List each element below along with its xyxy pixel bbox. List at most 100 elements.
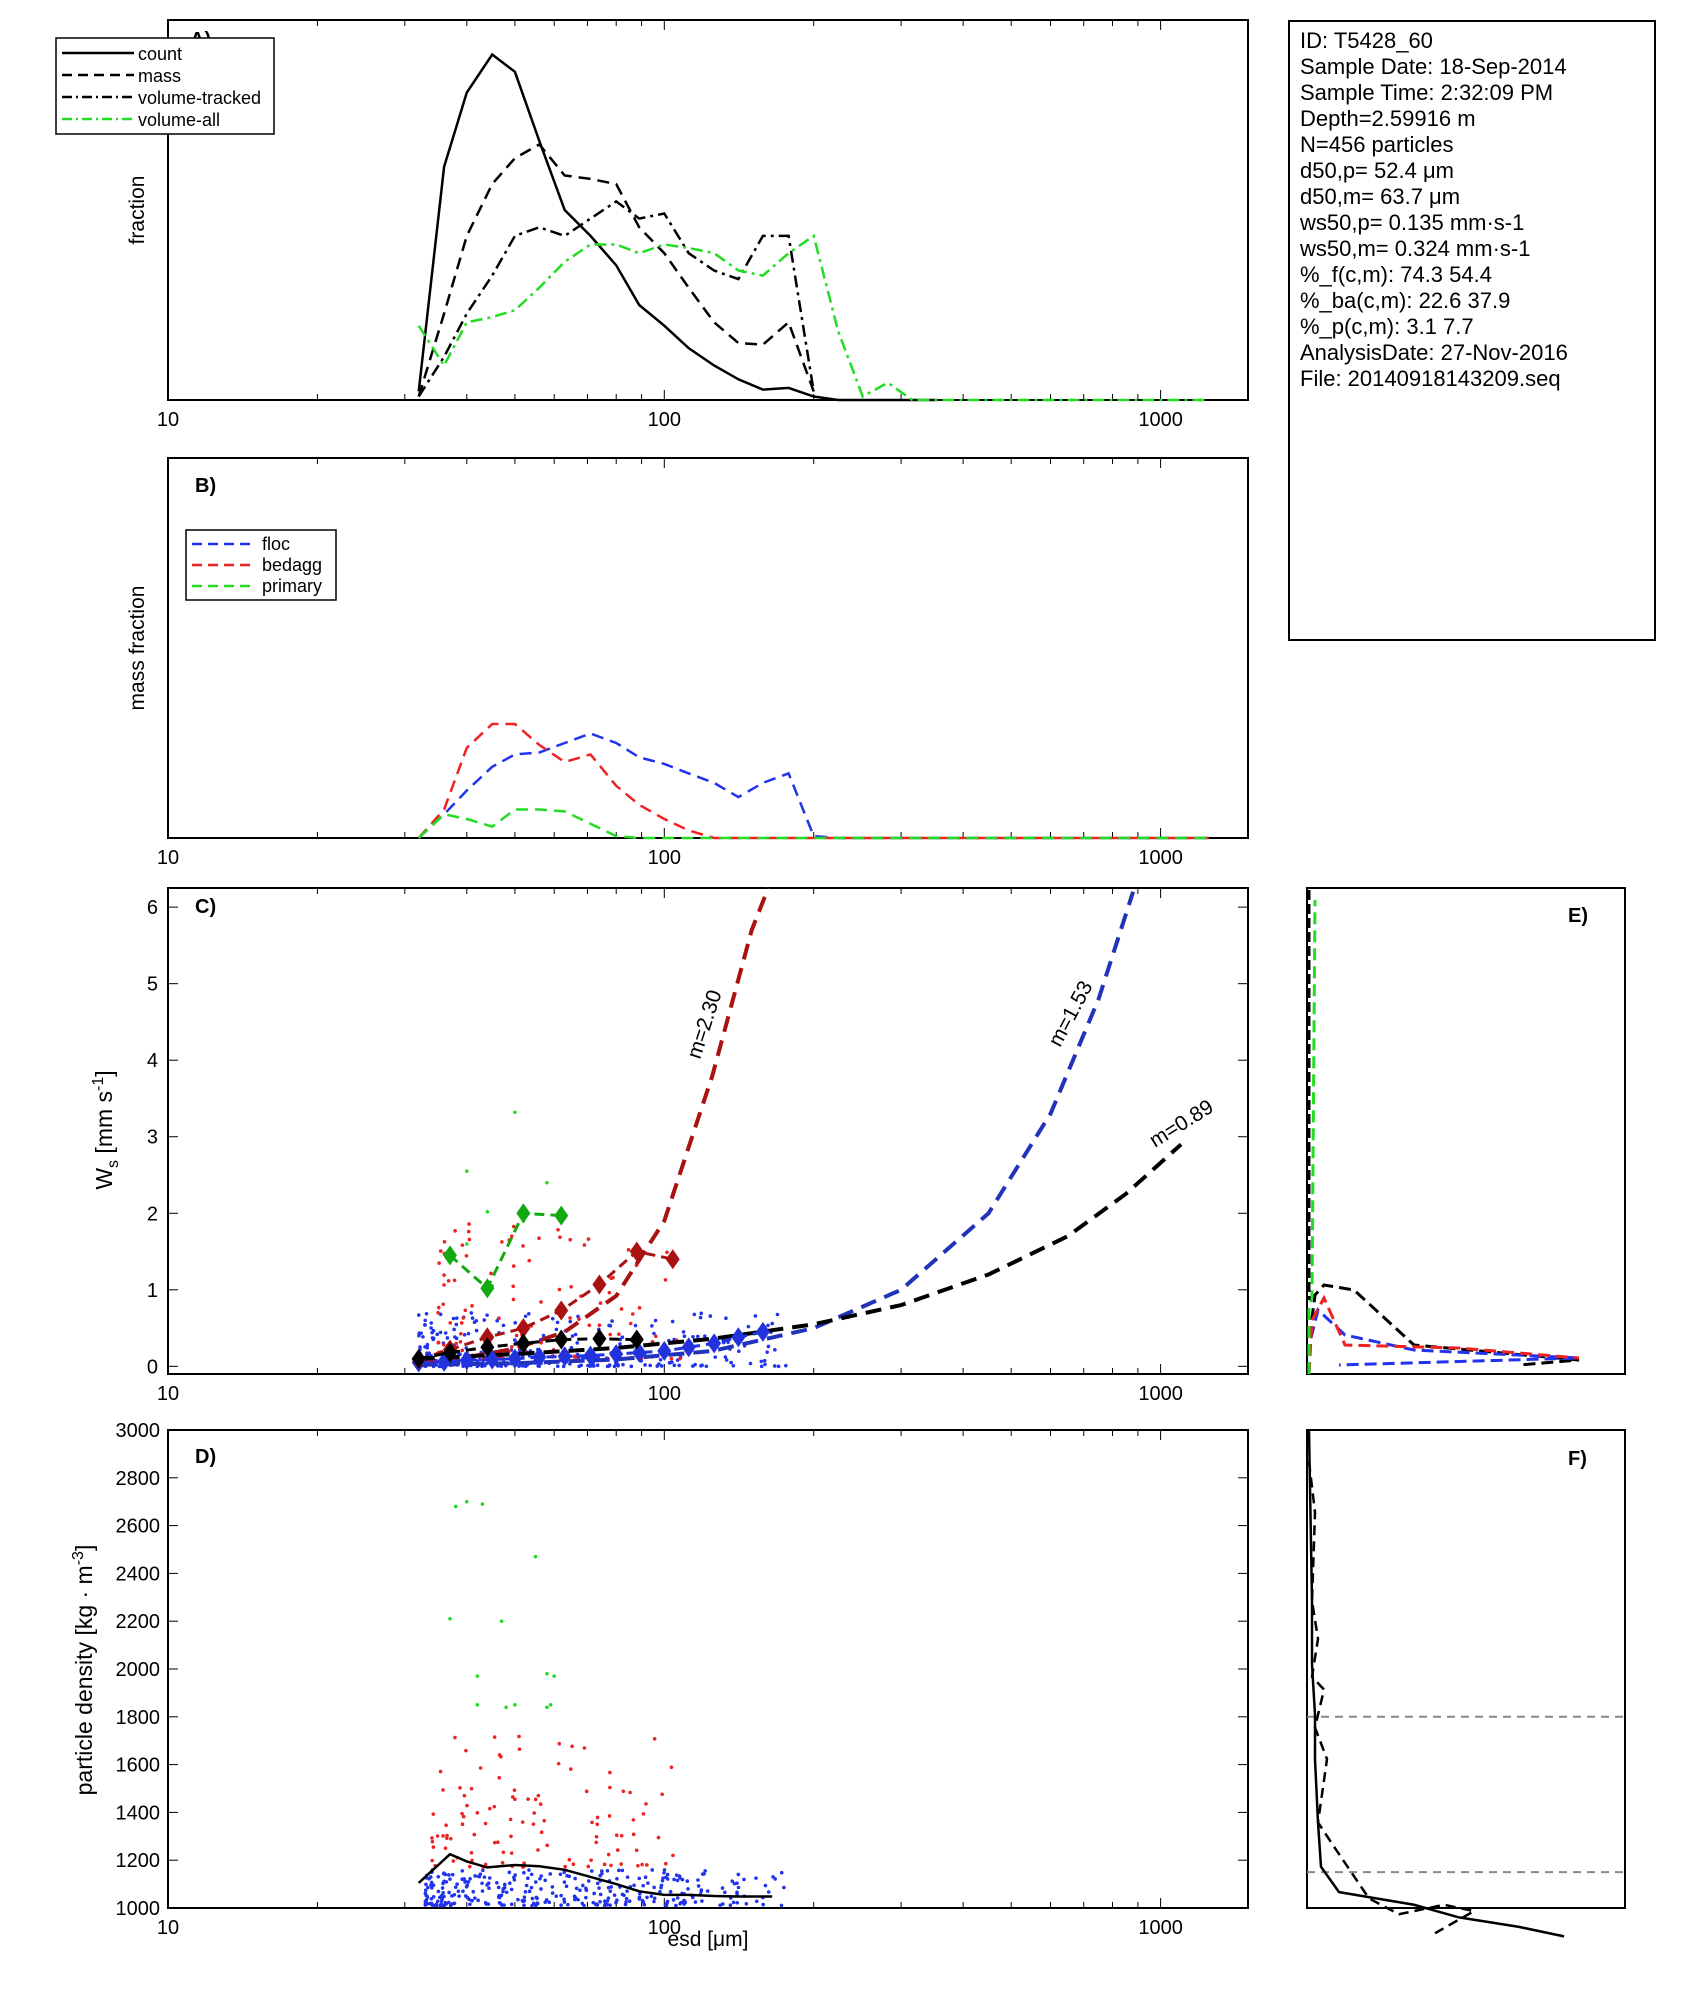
scatter-point-floc: [696, 1878, 700, 1882]
panel-d-letter: D): [195, 1446, 216, 1468]
scatter-point-bedagg: [513, 1797, 517, 1802]
scatter-point-floc: [460, 1877, 465, 1882]
scatter-point-floc: [436, 1874, 441, 1879]
scatter-point-floc: [424, 1893, 428, 1898]
scatter-point-floc: [589, 1869, 594, 1873]
binned-mean-marker-bedagg: [592, 1274, 607, 1295]
scatter-point-bedagg: [584, 1789, 589, 1794]
scatter-point-floc: [554, 1327, 559, 1332]
x-tick-label: 10: [157, 847, 179, 869]
scatter-point-floc: [640, 1898, 645, 1903]
y-tick-label: 6: [147, 897, 158, 919]
scatter-point-floc: [434, 1902, 439, 1906]
y-tick-label: 1600: [116, 1755, 161, 1777]
scatter-point-bedagg: [497, 1316, 501, 1321]
scatter-point-floc: [468, 1877, 472, 1881]
scatter-point-floc: [416, 1313, 421, 1317]
scatter-point-floc: [559, 1893, 563, 1898]
scatter-point-bedagg: [511, 1284, 516, 1289]
scatter-point-floc: [454, 1316, 459, 1320]
y-tick-label: 2800: [116, 1468, 161, 1490]
scatter-point-bedagg: [460, 1811, 464, 1816]
y-tick-label: 5: [147, 974, 158, 996]
scatter-point-floc: [550, 1885, 555, 1889]
scatter-point-floc: [581, 1883, 585, 1888]
scatter-point-bedagg: [448, 1836, 453, 1841]
binned-mean-marker-all: [629, 1329, 644, 1350]
scatter-point-bedagg: [497, 1776, 502, 1780]
scatter-point-floc: [509, 1887, 514, 1892]
scatter-point-floc: [530, 1896, 535, 1901]
info-d50p: d50,p= 52.4 μm: [1300, 158, 1454, 183]
scatter-point-bedagg: [526, 1797, 530, 1801]
scatter-point-floc: [643, 1875, 648, 1880]
scatter-point-floc: [650, 1868, 655, 1872]
scatter-point-floc: [577, 1364, 581, 1369]
scatter-point-floc: [598, 1899, 602, 1904]
scatter-point-floc: [464, 1884, 469, 1889]
scatter-point-floc: [645, 1895, 649, 1900]
scatter-point-floc: [610, 1319, 614, 1323]
scatter-point-floc: [442, 1879, 446, 1884]
scatter-point-floc: [535, 1896, 539, 1901]
y-tick-label: 1400: [116, 1802, 161, 1824]
scatter-point-floc: [582, 1903, 586, 1908]
scatter-point-bedagg: [472, 1832, 477, 1837]
scatter-point-floc: [440, 1886, 445, 1890]
scatter-point-bedagg: [652, 1737, 657, 1741]
scatter-point-bedagg: [469, 1786, 474, 1791]
scatter-point-floc: [535, 1901, 540, 1906]
scatter-point-bedagg: [442, 1283, 446, 1287]
scatter-point-floc: [426, 1885, 430, 1890]
scatter-point-floc: [566, 1902, 570, 1907]
scatter-point-floc: [650, 1324, 654, 1328]
scatter-point-primary: [480, 1502, 485, 1506]
scatter-point-floc: [486, 1881, 491, 1885]
scatter-point-floc: [429, 1883, 433, 1887]
scatter-point-floc: [754, 1876, 758, 1880]
scatter-point-floc: [474, 1328, 479, 1333]
y-tick-label: 1000: [116, 1898, 161, 1920]
scatter-point-floc: [629, 1364, 634, 1369]
scatter-point-bedagg: [619, 1834, 624, 1838]
scatter-point-floc: [770, 1321, 775, 1326]
scatter-point-bedagg: [595, 1815, 600, 1820]
scatter-point-primary: [453, 1504, 458, 1509]
scatter-point-floc: [662, 1870, 666, 1875]
scatter-point-floc: [425, 1342, 430, 1347]
y-tick-label: 1: [147, 1280, 158, 1302]
scatter-point-bedagg: [512, 1788, 517, 1792]
scatter-point-bedagg: [557, 1741, 562, 1746]
scatter-point-floc: [440, 1897, 444, 1901]
scatter-point-bedagg: [678, 1356, 682, 1361]
scatter-point-floc: [591, 1900, 596, 1905]
scatter-point-bedagg: [467, 1864, 472, 1869]
scatter-point-floc: [564, 1884, 569, 1888]
y-tick-label: 2400: [116, 1563, 161, 1585]
scatter-point-floc: [598, 1873, 602, 1878]
scatter-point-floc: [723, 1890, 727, 1895]
scatter-point-bedagg: [508, 1817, 513, 1822]
scatter-point-floc: [507, 1870, 512, 1875]
scatter-point-primary: [545, 1180, 549, 1185]
binned-mean-marker-all: [592, 1328, 607, 1349]
scatter-point-bedagg: [654, 1334, 658, 1339]
scatter-point-bedagg: [460, 1243, 465, 1247]
scatter-point-floc: [562, 1900, 567, 1904]
scatter-point-floc: [672, 1877, 676, 1882]
scatter-point-floc: [424, 1311, 429, 1316]
scatter-point-floc: [672, 1363, 677, 1368]
scatter-point-floc: [424, 1882, 428, 1887]
fit-label: m=1.53: [1044, 977, 1097, 1050]
scatter-point-floc: [520, 1898, 525, 1903]
scatter-point-bedagg: [470, 1304, 474, 1308]
scatter-point-bedagg: [571, 1862, 576, 1866]
scatter-point-bedagg: [458, 1339, 463, 1344]
scatter-point-bedagg: [448, 1321, 453, 1325]
scatter-point-primary: [448, 1617, 452, 1621]
scatter-point-floc: [570, 1334, 575, 1338]
side-density-line-mass: [1307, 1461, 1478, 1935]
legend-b-bedagg: bedagg: [262, 555, 322, 575]
scatter-point-floc: [612, 1893, 617, 1897]
scatter-point-bedagg: [452, 1278, 457, 1283]
